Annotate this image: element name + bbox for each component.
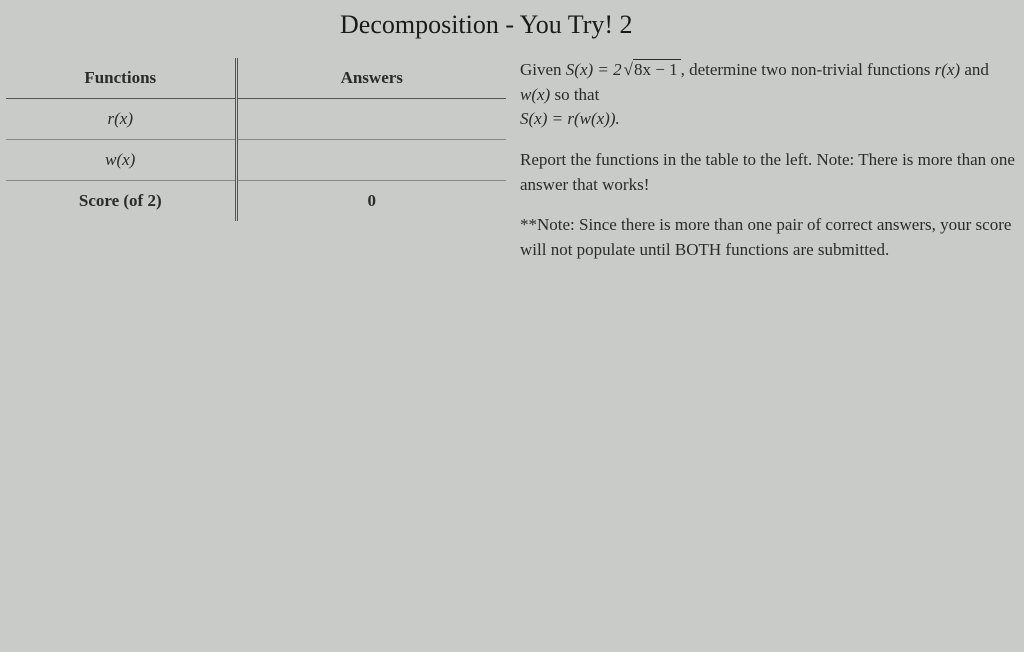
header-functions: Functions (6, 58, 236, 99)
row-value-w[interactable] (236, 140, 506, 181)
sqrt-arg: 8x − 1 (633, 59, 681, 79)
table-row: Score (of 2) 0 (6, 181, 506, 222)
table-row: r(x) (6, 99, 506, 140)
row-value-score: 0 (236, 181, 506, 222)
and-text: and (964, 60, 989, 79)
header-answers: Answers (236, 58, 506, 99)
r-of-x: r(x) (935, 60, 960, 79)
intro-a: Given (520, 60, 566, 79)
row-label-score: Score (of 2) (6, 181, 236, 222)
intro-b: , determine two non-trivial functions (681, 60, 935, 79)
w-of-x: w(x) (520, 85, 550, 104)
problem-line-2: Report the functions in the table to the… (520, 148, 1016, 197)
content-area: Functions Answers r(x) w(x) Score (of 2)… (0, 58, 1024, 278)
page-root: Decomposition - You Try! 2 Functions Ans… (0, 0, 1024, 652)
functions-table: Functions Answers r(x) w(x) Score (of 2)… (6, 58, 506, 221)
row-value-r[interactable] (236, 99, 506, 140)
so-that: so that (554, 85, 599, 104)
problem-line-3: **Note: Since there is more than one pai… (520, 213, 1016, 262)
left-column: Functions Answers r(x) w(x) Score (of 2)… (0, 58, 520, 221)
table-row: w(x) (6, 140, 506, 181)
row-label-w: w(x) (6, 140, 236, 181)
composition: S(x) = r(w(x)). (520, 109, 620, 128)
table-header-row: Functions Answers (6, 58, 506, 99)
sqrt-expr: 8x − 1 (622, 58, 681, 83)
right-column: Given S(x) = 2 8x − 1, determine two non-… (520, 58, 1024, 278)
s-of-x: S(x) = 2 (566, 60, 622, 79)
row-label-r: r(x) (6, 99, 236, 140)
page-title: Decomposition - You Try! 2 (340, 10, 1024, 40)
problem-line-1: Given S(x) = 2 8x − 1, determine two non-… (520, 58, 1016, 132)
